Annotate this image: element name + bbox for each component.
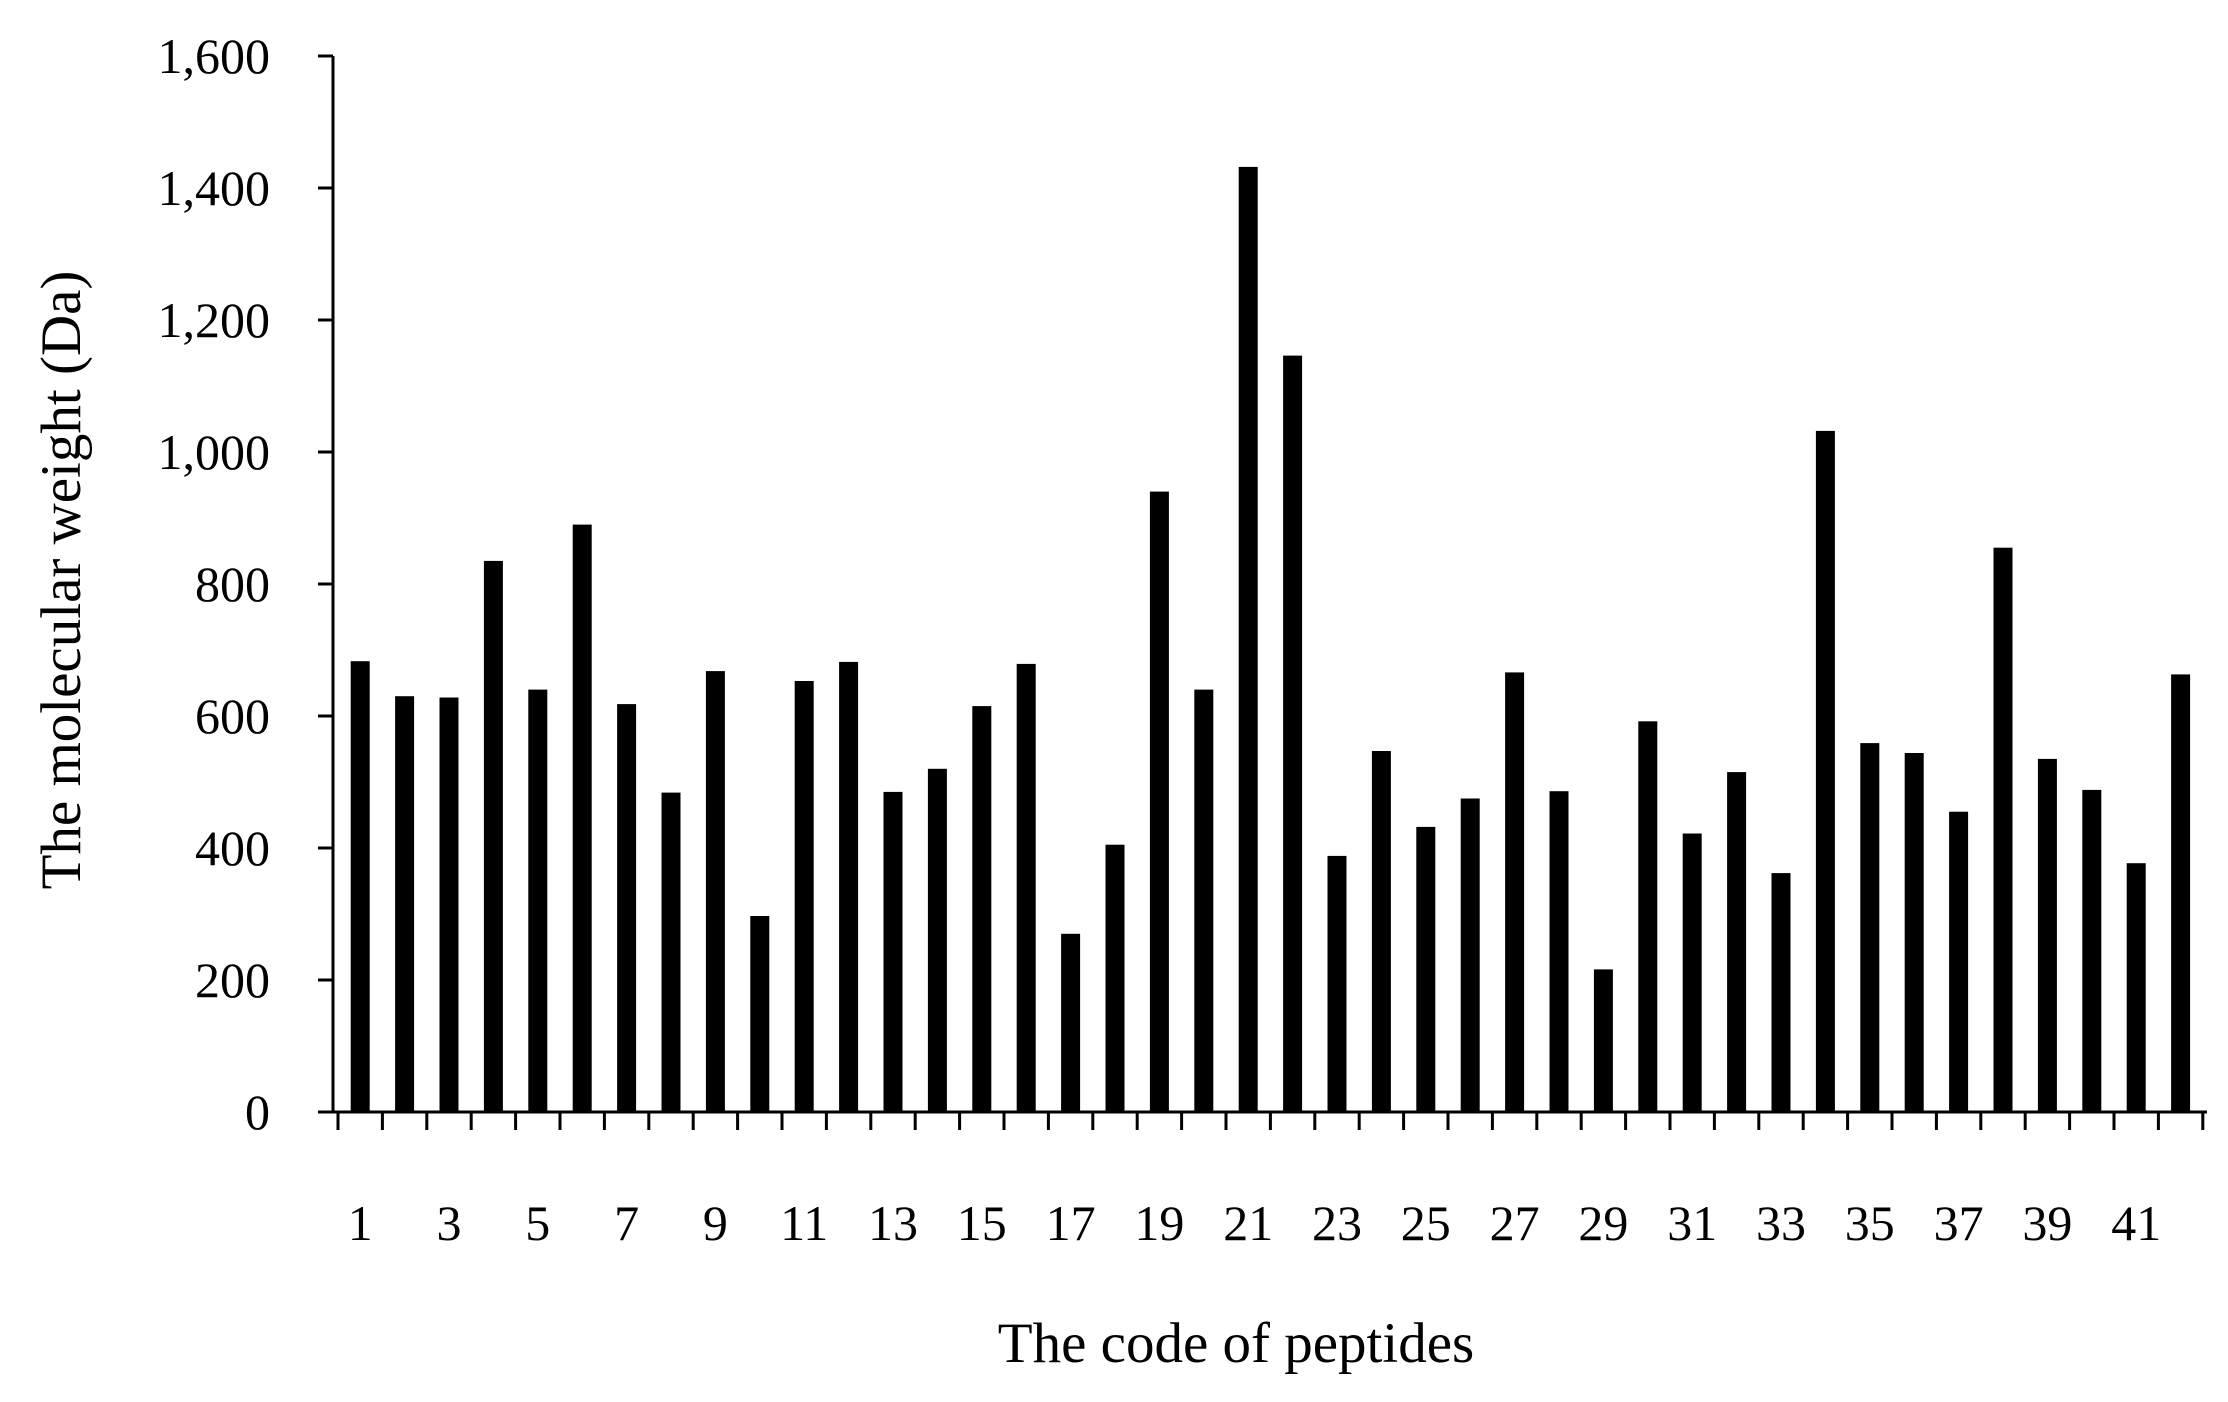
bar-1	[350, 661, 370, 1112]
bar-11	[794, 681, 814, 1112]
bar-3	[439, 697, 459, 1112]
bar-6	[572, 524, 592, 1112]
x-tick-label: 9	[703, 1195, 728, 1251]
bar-24	[1371, 751, 1391, 1112]
x-tick-label: 39	[2022, 1195, 2072, 1251]
bar-7	[617, 704, 637, 1112]
x-tick-label: 3	[437, 1195, 462, 1251]
bar-42	[2171, 674, 2191, 1112]
y-tick-label: 800	[195, 556, 270, 612]
x-tick-label: 7	[614, 1195, 639, 1251]
x-tick-label: 31	[1667, 1195, 1717, 1251]
bar-41	[2126, 863, 2146, 1112]
x-tick-label: 21	[1223, 1195, 1273, 1251]
bar-5	[528, 689, 548, 1112]
x-tick-label: 15	[957, 1195, 1007, 1251]
x-tick-label: 27	[1490, 1195, 1540, 1251]
bar-31	[1682, 833, 1702, 1112]
bar-17	[1061, 933, 1081, 1112]
bar-22	[1283, 355, 1303, 1113]
x-tick-label: 41	[2111, 1195, 2161, 1251]
bar-36	[1904, 753, 1924, 1112]
bar-10	[750, 916, 770, 1112]
x-tick-label: 17	[1046, 1195, 1096, 1251]
x-axis: 1 3 5 7 9 11 13 15 17 19 21 23 25 27 29 31 33 35 37 39 41	[333, 1110, 2207, 1251]
bar-32	[1727, 772, 1747, 1112]
y-axis-title: The molecular weight (Da)	[30, 271, 93, 890]
y-tick-label: 1,200	[158, 292, 271, 348]
bar-33	[1771, 873, 1791, 1112]
bar-21	[1238, 166, 1258, 1112]
y-tick-label: 0	[245, 1084, 270, 1140]
bar-29	[1593, 969, 1613, 1112]
bar-13	[883, 791, 903, 1112]
bar-15	[972, 706, 992, 1112]
y-tick-label: 1,400	[158, 160, 271, 216]
bars-group	[350, 166, 2191, 1113]
bar-28	[1549, 791, 1569, 1112]
bar-26	[1460, 798, 1480, 1112]
bar-4	[483, 560, 503, 1112]
x-tick-label: 5	[525, 1195, 550, 1251]
x-tick-label: 29	[1578, 1195, 1628, 1251]
bar-37	[1949, 811, 1969, 1112]
bar-9	[705, 671, 725, 1112]
bar-8	[661, 792, 681, 1112]
bar-34	[1815, 430, 1835, 1112]
bar-2	[395, 696, 415, 1112]
bar-30	[1638, 721, 1658, 1112]
bar-23	[1327, 855, 1347, 1112]
y-tick-label: 1,600	[158, 28, 271, 84]
bar-18	[1105, 844, 1125, 1112]
bar-38	[1993, 547, 2013, 1112]
bar-25	[1416, 826, 1436, 1112]
x-tick-label: 13	[868, 1195, 918, 1251]
y-axis: 0 200 400 600 800 1,000 1,200 1,400 1,600	[158, 28, 335, 1140]
bar-35	[1860, 743, 1880, 1112]
bar-19	[1149, 491, 1169, 1113]
y-tick-label: 400	[195, 820, 270, 876]
x-tick-label: 35	[1845, 1195, 1895, 1251]
bar-20	[1194, 689, 1214, 1112]
x-axis-title: The code of peptides	[998, 1312, 1474, 1375]
bar-12	[839, 661, 859, 1112]
x-tick-label: 11	[780, 1195, 828, 1251]
y-tick-label: 1,000	[158, 424, 271, 480]
bar-14	[927, 768, 947, 1112]
x-tick-label: 33	[1756, 1195, 1806, 1251]
x-tick-label: 25	[1401, 1195, 1451, 1251]
bar-39	[2037, 758, 2057, 1112]
bar-16	[1016, 663, 1036, 1112]
bar-40	[2082, 789, 2102, 1112]
y-tick-label: 600	[195, 688, 270, 744]
bar-27	[1505, 672, 1525, 1112]
x-tick-label: 23	[1312, 1195, 1362, 1251]
x-tick-label: 1	[348, 1195, 373, 1251]
y-tick-label: 200	[195, 952, 270, 1008]
x-tick-label: 37	[1934, 1195, 1984, 1251]
x-tick-label: 19	[1134, 1195, 1184, 1251]
